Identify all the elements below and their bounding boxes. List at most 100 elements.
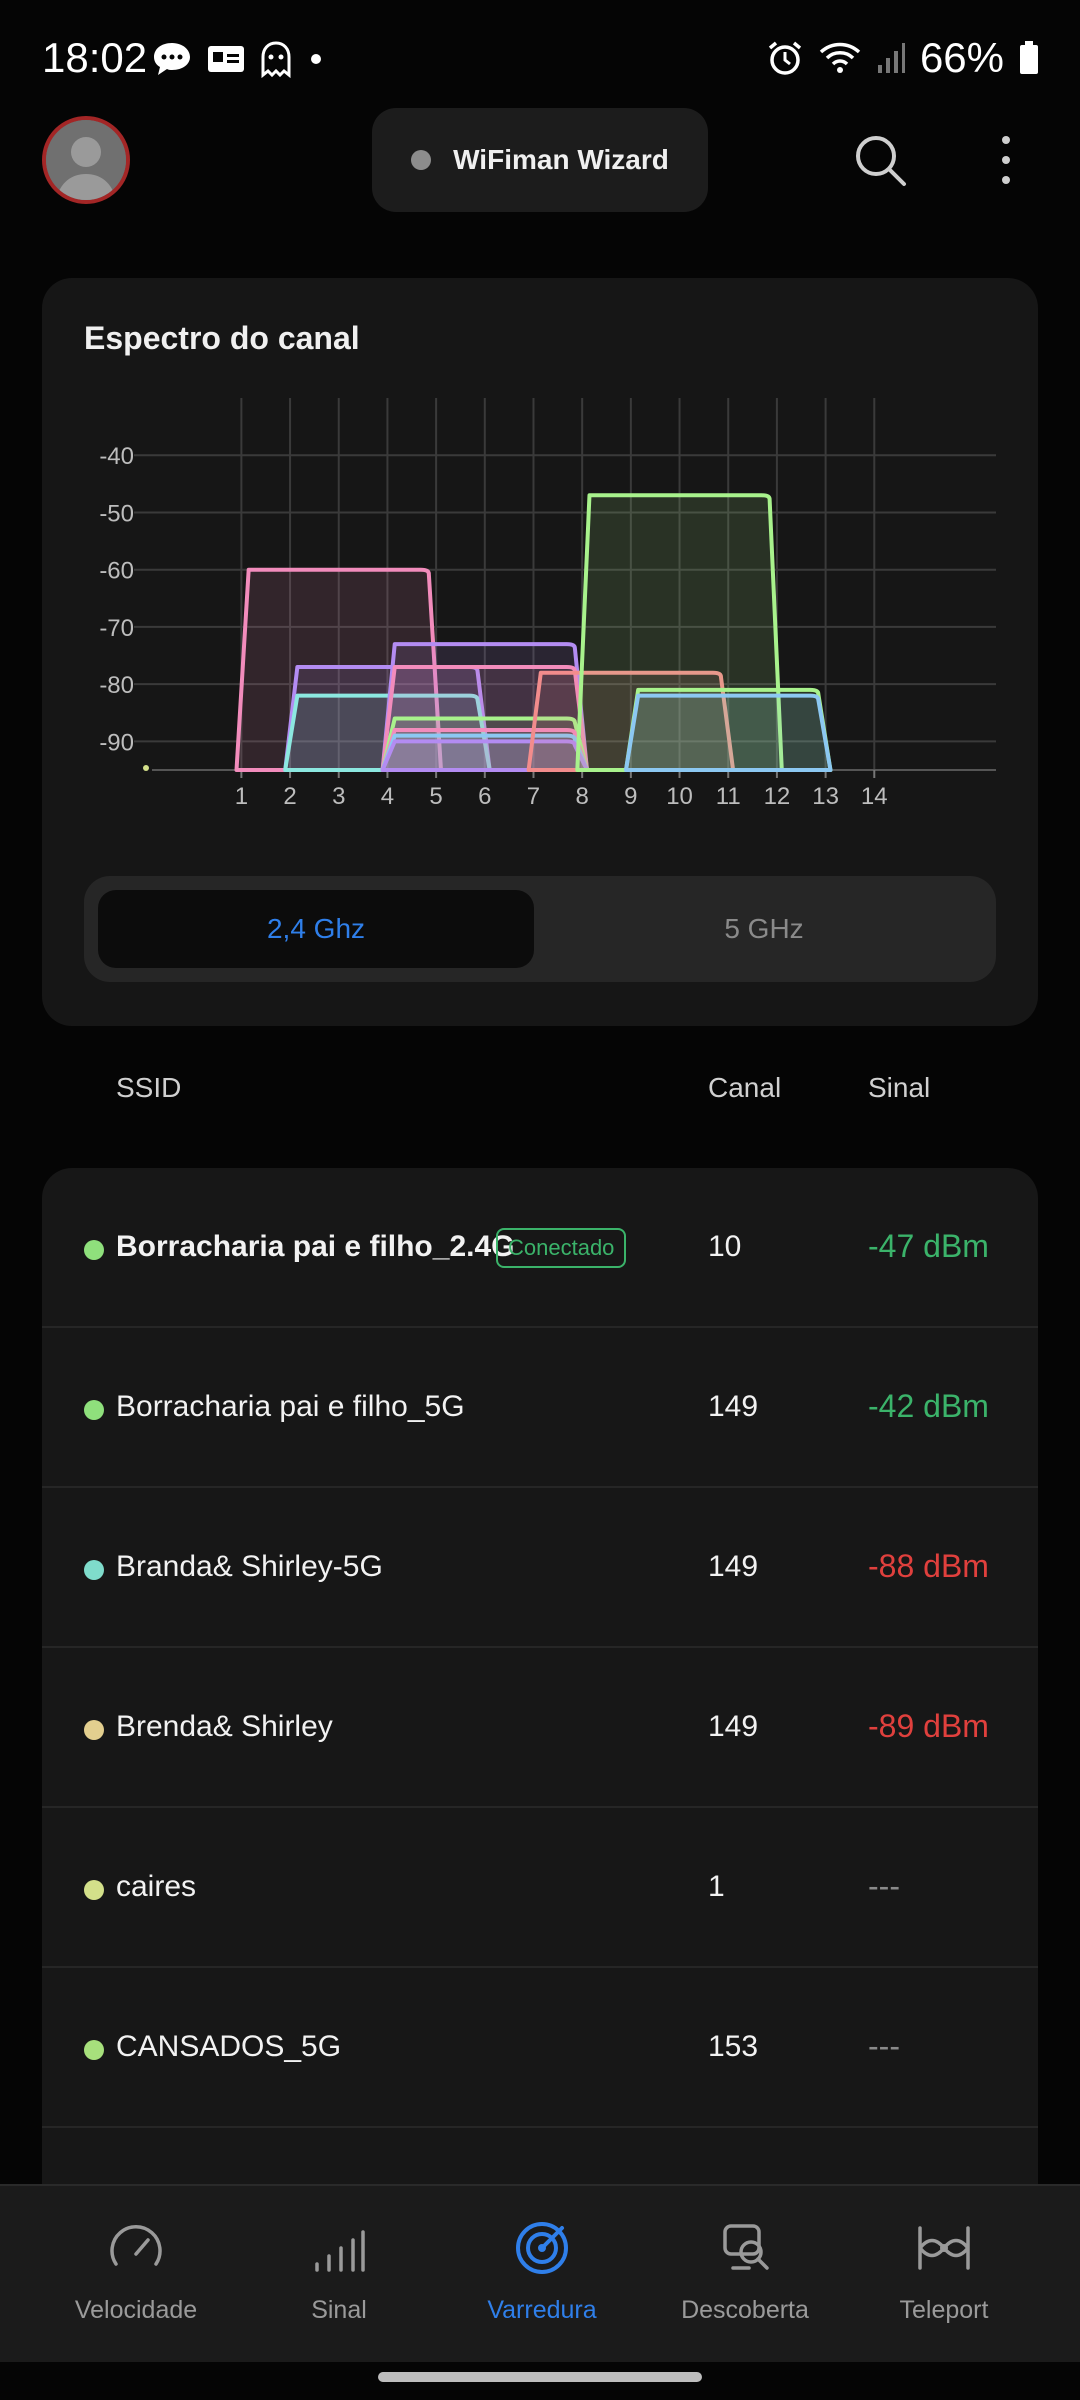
x-tick-label: 4 [381,783,394,810]
wifi-icon [819,42,861,73]
baseline-marker [143,765,149,771]
network-signal: --- [868,2028,900,2064]
x-tick-label: 14 [861,783,888,810]
nav-teleport[interactable]: Teleport [844,2186,1044,2362]
network-ssid: caires [116,1870,197,1903]
nav-varredura[interactable]: Varredura [442,2186,642,2362]
network-channel: 149 [708,1550,759,1583]
network-signal: -42 dBm [868,1388,989,1424]
ghost-icon [261,41,291,78]
column-header-signal[interactable]: Sinal [868,1072,931,1103]
nav-label: Descoberta [681,2296,809,2324]
network-ssid: Borracharia pai e filho_2.4G [116,1230,515,1263]
device-discovery-icon [723,2224,769,2270]
status-system-icons: 66% [766,34,1040,82]
network-color-dot [84,1720,104,1740]
card-title: Espectro do canal [84,320,360,356]
channel-signal-area [623,693,833,772]
network-color-dot [84,1560,104,1580]
x-tick-label: 1 [235,783,248,810]
x-tick-label: 13 [812,783,839,810]
status-time: 18:02 [42,34,148,81]
battery-percent: 66% [919,34,1004,81]
network-channel: 153 [708,2030,759,2063]
nav-label: Velocidade [74,2296,198,2324]
network-color-dot [84,1240,104,1260]
y-tick-label: -90 [99,729,134,756]
network-channel: 149 [708,1710,759,1743]
network-row[interactable]: CANSADOS_5G 153 --- [42,1968,1038,2128]
network-row[interactable]: Borracharia pai e filho_2.4G Conectado 1… [42,1168,1038,1328]
signal-bars-icon [315,2230,365,2272]
bottom-navigation: Velocidade Sinal Varredura Descoberta [0,2184,1080,2362]
alarm-icon [768,41,802,75]
x-tick-label: 8 [575,783,588,810]
nav-label: Varredura [487,2296,597,2324]
network-signal: -47 dBm [868,1228,989,1264]
network-row[interactable]: Branda& Shirley-5G 149 -88 dBm [42,1488,1038,1648]
battery-icon [1020,41,1038,74]
network-color-dot [84,1880,104,1900]
y-tick-label: -70 [99,615,134,642]
wizard-label: WiFiman Wizard [453,144,669,175]
network-color-dot [84,2040,104,2060]
channel-spectrum-chart: -40-50-60-70-80-901 2 3 4 5 6 7 8 9 10 11 12 13 14 [99,398,996,810]
channel-signal-area [575,493,784,772]
band-24ghz-tab[interactable]: 2,4 Ghz [98,890,534,968]
nav-sinal[interactable]: Sinal [239,2186,439,2362]
network-channel: 10 [708,1230,742,1263]
speedometer-icon [110,2224,162,2266]
x-tick-label: 10 [666,783,693,810]
x-tick-label: 6 [478,783,491,810]
network-signal: -88 dBm [868,1548,989,1584]
network-row[interactable]: caires 1 --- [42,1808,1038,1968]
column-header-channel[interactable]: Canal [708,1072,782,1103]
network-signal: --- [868,1868,900,1904]
status-notification-icons [152,40,326,78]
nav-descoberta[interactable]: Descoberta [645,2186,845,2362]
more-vert-icon[interactable] [990,128,1022,192]
wizard-status-dot [411,150,432,170]
x-tick-label: 12 [764,783,791,810]
network-color-dot [84,1400,104,1420]
x-tick-label: 3 [332,783,345,810]
channel-signal-area [623,687,833,772]
status-bar: 18:02 66% [0,0,1080,120]
network-ssid: Borracharia pai e filho_5G [116,1390,465,1423]
chat-bubble-icon [154,43,190,75]
teleport-icon [918,2226,970,2270]
network-ssid: Brenda& Shirley [116,1710,333,1743]
network-channel: 149 [708,1390,759,1423]
channel-signal-area [380,642,590,772]
column-header-ssid[interactable]: SSID [116,1072,182,1103]
network-ssid: CANSADOS_5G [116,2030,342,2063]
channel-spectrum-card: Espectro do canal -40 -50 -60 -70 -80 -90 1 2 3 4… [42,278,1038,1026]
nav-label: Sinal [311,2296,367,2324]
network-channel: 1 [708,1870,725,1903]
x-tick-label: 5 [429,783,442,810]
network-ssid: Branda& Shirley-5G [116,1550,383,1583]
band-5ghz-tab[interactable]: 5 GHz [724,913,804,944]
wifiman-wizard-button[interactable]: WiFiman Wizard [372,108,708,212]
nav-label: Teleport [899,2296,989,2324]
y-tick-label: -50 [99,500,134,527]
channel-signal-area [380,739,590,772]
avatar[interactable] [42,116,130,204]
notification-card-icon [208,46,244,72]
network-row[interactable]: Borracharia pai e filho_5G 149 -42 dBm [42,1328,1038,1488]
y-tick-label: -60 [99,558,134,585]
home-indicator[interactable] [378,2372,702,2382]
y-tick-label: -80 [99,672,134,699]
band-toggle: 2,4 Ghz 5 GHz [84,876,996,982]
network-signal: -89 dBm [868,1708,989,1744]
search-icon[interactable] [852,132,908,188]
nav-velocidade[interactable]: Velocidade [36,2186,236,2362]
x-tick-label: 7 [527,783,540,810]
connected-badge: Conectado [496,1228,627,1268]
radar-scan-icon [516,2222,568,2274]
user-silhouette-icon [46,120,126,200]
signal-icon [877,43,905,73]
network-row[interactable]: Brenda& Shirley 149 -89 dBm [42,1648,1038,1808]
dot-icon [311,54,321,64]
x-tick-label: 11 [716,783,741,810]
